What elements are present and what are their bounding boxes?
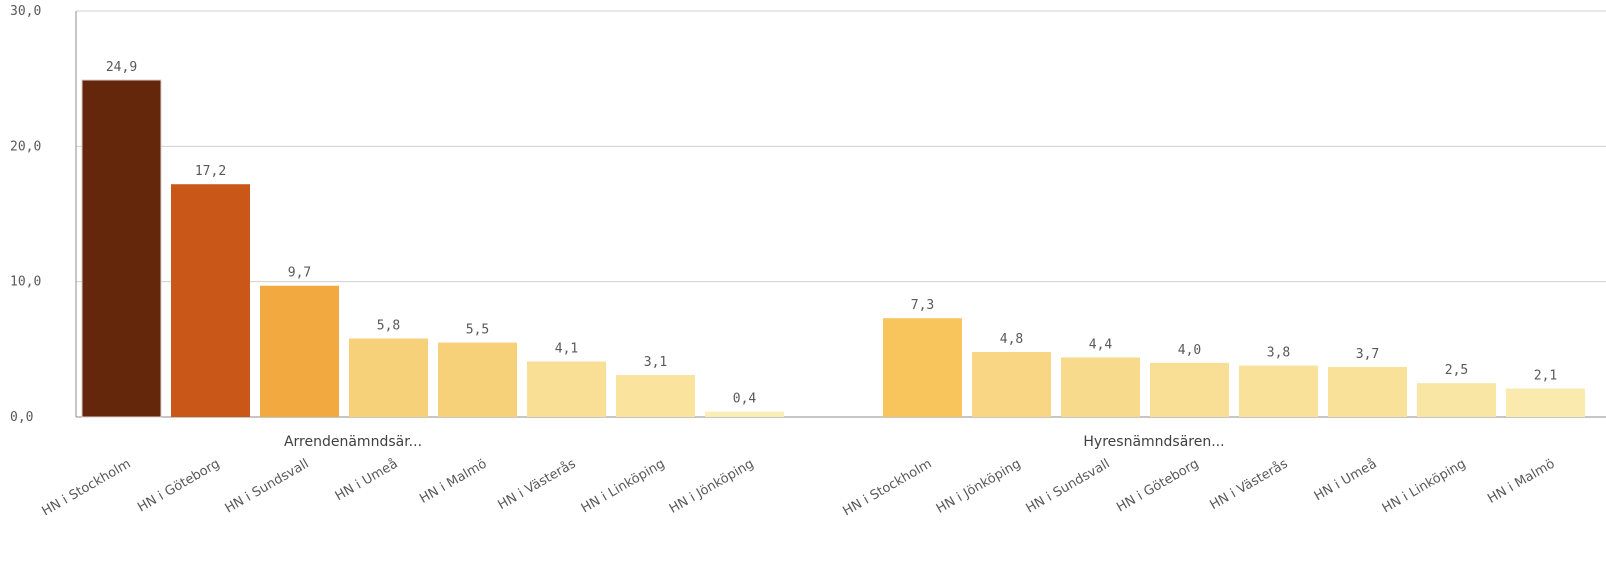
category-label: HN i Linköping <box>1380 456 1469 516</box>
bars <box>81 79 1585 418</box>
value-labels: 24,9 17,2 9,7 5,8 5,5 4,1 3,1 0,4 7,3 4,8 4,4 4,0 3,… <box>106 60 1557 407</box>
bar[interactable] <box>81 79 162 418</box>
bar-value-label: 0,4 <box>733 392 757 407</box>
category-label: HN i Malmö <box>1485 456 1557 506</box>
category-label: HN i Umeå <box>333 456 401 504</box>
bar-value-label: 4,8 <box>1000 332 1023 347</box>
y-tick-label: 30,0 <box>10 4 41 19</box>
bar-value-label: 17,2 <box>195 164 226 179</box>
bar-value-label: 4,4 <box>1089 337 1113 352</box>
category-label: HN i Västerås <box>495 456 578 513</box>
category-label: HN i Göteborg <box>1114 456 1201 515</box>
bar[interactable] <box>616 375 695 417</box>
bar-value-label: 5,8 <box>377 319 400 334</box>
bar-value-label: 4,1 <box>555 342 578 357</box>
category-label: HN i Stockholm <box>40 456 134 519</box>
category-label: HN i Sundsvall <box>1024 456 1113 516</box>
category-label: HN i Linköping <box>579 456 668 516</box>
bar-value-label: 2,1 <box>1534 369 1557 384</box>
y-axis: 0,0 10,0 20,0 30,0 <box>10 4 77 425</box>
category-label: HN i Umeå <box>1312 456 1380 504</box>
bar[interactable] <box>883 318 962 417</box>
bar[interactable] <box>705 411 784 417</box>
bar[interactable] <box>972 352 1051 417</box>
category-label: HN i Västerås <box>1207 456 1290 513</box>
category-label: HN i Jönköping <box>934 456 1024 516</box>
group-labels: Arrendenämndsär... Hyresnämndsären... <box>284 434 1225 450</box>
bar-value-label: 2,5 <box>1445 363 1468 378</box>
bar-value-label: 9,7 <box>288 266 311 281</box>
bar[interactable] <box>1239 365 1318 417</box>
y-tick-label: 10,0 <box>10 275 41 290</box>
bar[interactable] <box>1506 388 1585 417</box>
category-label: HN i Stockholm <box>841 456 935 519</box>
category-label: HN i Malmö <box>417 456 489 506</box>
bar-value-label: 7,3 <box>911 298 934 313</box>
bar[interactable] <box>1061 357 1140 417</box>
bar[interactable] <box>1417 383 1496 417</box>
category-label: HN i Sundsvall <box>223 456 312 516</box>
bar[interactable] <box>349 338 428 417</box>
bar-value-label: 24,9 <box>106 60 137 75</box>
category-labels: HN i Stockholm HN i Göteborg HN i Sundsval… <box>40 456 1558 519</box>
y-tick-label: 0,0 <box>10 410 33 425</box>
category-label: HN i Göteborg <box>135 456 222 515</box>
bar-value-label: 5,5 <box>466 323 489 338</box>
bar-value-label: 3,7 <box>1356 347 1379 362</box>
bar[interactable] <box>527 361 606 417</box>
bar[interactable] <box>260 285 339 417</box>
bar[interactable] <box>171 184 250 417</box>
bar-value-label: 3,1 <box>644 355 667 370</box>
group-label: Hyresnämndsären... <box>1083 434 1224 450</box>
bar[interactable] <box>1150 362 1229 417</box>
group-label: Arrendenämndsär... <box>284 434 422 450</box>
y-tick-label: 20,0 <box>10 139 41 154</box>
bar-value-label: 4,0 <box>1178 343 1201 358</box>
category-label: HN i Jönköping <box>667 456 757 516</box>
bar[interactable] <box>1328 366 1407 417</box>
bar-value-label: 3,8 <box>1267 346 1290 361</box>
bar[interactable] <box>438 342 517 417</box>
